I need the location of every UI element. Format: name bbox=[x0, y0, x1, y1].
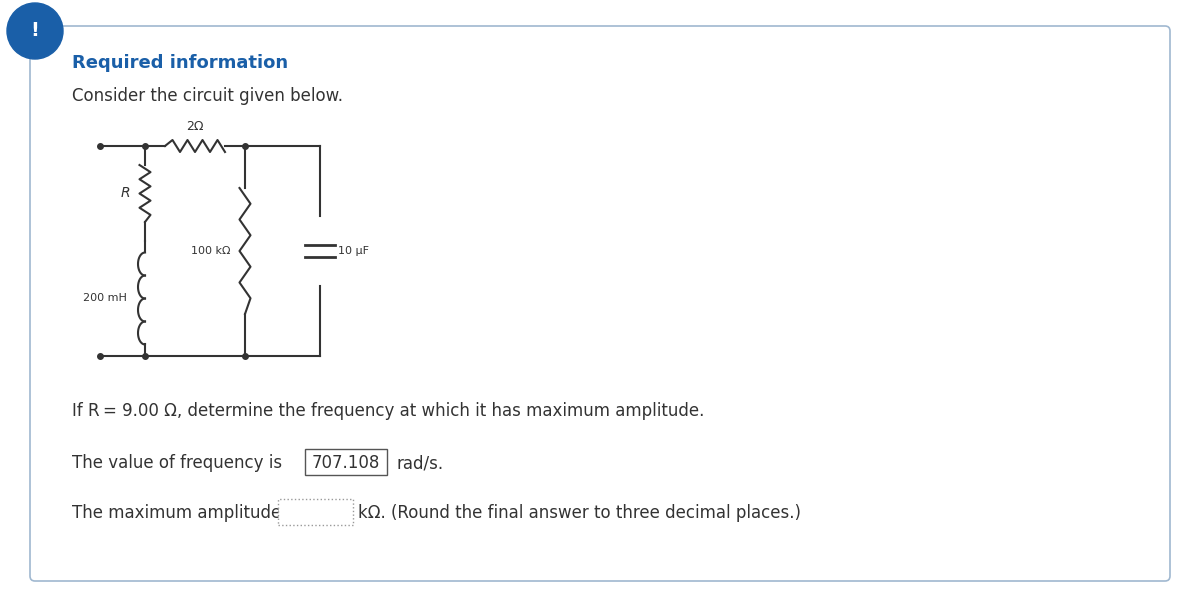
Text: R: R bbox=[120, 186, 130, 201]
Text: !: ! bbox=[30, 22, 40, 40]
Text: The value of frequency is: The value of frequency is bbox=[72, 454, 282, 472]
Text: The maximum amplitude is: The maximum amplitude is bbox=[72, 504, 300, 522]
Text: If R = 9.00 Ω, determine the frequency at which it has maximum amplitude.: If R = 9.00 Ω, determine the frequency a… bbox=[72, 402, 704, 420]
Text: kΩ. (Round the final answer to three decimal places.): kΩ. (Round the final answer to three dec… bbox=[358, 504, 802, 522]
Text: 100 kΩ: 100 kΩ bbox=[191, 246, 230, 256]
Text: 707.108: 707.108 bbox=[312, 454, 380, 472]
Text: 200 mH: 200 mH bbox=[83, 293, 127, 304]
FancyBboxPatch shape bbox=[278, 499, 353, 525]
Text: Consider the circuit given below.: Consider the circuit given below. bbox=[72, 87, 343, 105]
Text: rad/s.: rad/s. bbox=[397, 454, 444, 472]
Text: 2Ω: 2Ω bbox=[186, 120, 204, 133]
Text: Required information: Required information bbox=[72, 54, 288, 72]
FancyBboxPatch shape bbox=[30, 26, 1170, 581]
Circle shape bbox=[7, 3, 64, 59]
FancyBboxPatch shape bbox=[305, 449, 386, 475]
Text: 10 μF: 10 μF bbox=[338, 246, 370, 256]
